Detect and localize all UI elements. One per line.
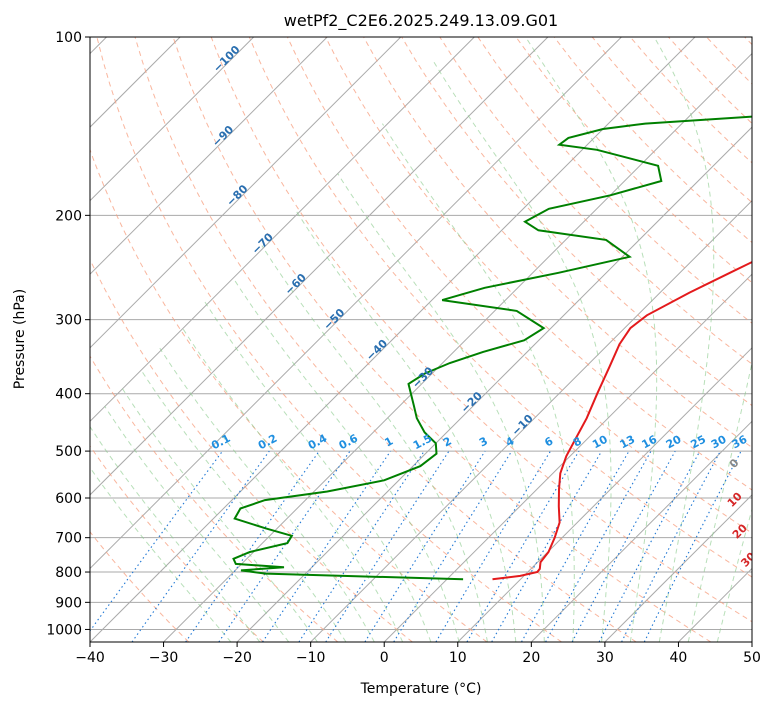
mixing-ratio-line	[132, 451, 269, 642]
mixing-ratio-line	[522, 451, 630, 642]
chart-title: wetPf2_C2E6.2025.249.13.09.G01	[284, 11, 558, 31]
mixing-ratio-label: 20	[664, 433, 684, 452]
x-tick-label: 40	[670, 650, 688, 666]
dry-adiabat-label: −80	[224, 182, 251, 209]
x-tick-label: 50	[743, 650, 761, 666]
moist-adiabat-line	[86, 421, 260, 642]
mixing-ratio-label: 1	[382, 434, 395, 449]
mixing-ratio-label: 6	[542, 434, 555, 449]
isotherm-line	[752, 37, 775, 642]
dry-adiabat-line	[478, 37, 775, 642]
dry-adiabat-label: −40	[364, 337, 391, 364]
dry-adiabat-line	[0, 37, 338, 642]
mixing-ratio-label: 8	[571, 434, 584, 449]
moist-adiabat-line	[141, 370, 346, 642]
y-tick-label: 400	[55, 387, 82, 403]
dry-adiabat-label: −60	[282, 271, 309, 298]
mixing-ratio-label: 25	[688, 433, 708, 452]
y-tick-label: 700	[55, 531, 82, 547]
dry-adiabat-line	[21, 37, 413, 642]
moist-adiabat-label: 10	[725, 490, 745, 510]
isotherm-line	[90, 37, 695, 642]
moist-adiabat-label: 20	[730, 521, 750, 541]
mixing-ratio-label: 3	[477, 434, 490, 449]
mixing-ratio-line	[82, 451, 223, 642]
y-axis-label: Pressure (hPa)	[12, 289, 28, 389]
moist-adiabat-label: 40	[754, 578, 774, 598]
y-tick-label: 1000	[46, 622, 82, 638]
x-tick-label: 30	[596, 650, 614, 666]
moist-adiabat-line	[205, 302, 431, 642]
dry-adiabat-line	[135, 37, 636, 642]
moist-adiabat-line	[654, 37, 714, 642]
moist-adiabat-line	[262, 246, 488, 642]
y-tick-label: 300	[55, 313, 82, 329]
mixing-ratio-label: 13	[618, 433, 638, 452]
moist-adiabat-label: 0	[727, 456, 742, 471]
dry-adiabat-line	[668, 37, 775, 642]
background-lines	[0, 37, 775, 642]
y-tick-label: 100	[55, 30, 82, 46]
y-tick-label: 800	[55, 565, 82, 581]
mixing-ratio-label: 0.4	[306, 432, 330, 453]
isotherm-line	[16, 37, 621, 642]
dry-adiabat-label: −10	[509, 412, 536, 439]
x-tick-label: −30	[149, 650, 179, 666]
x-tick-label: −40	[75, 650, 105, 666]
x-tick-label: 20	[522, 650, 540, 666]
mixing-ratio-label: 30	[709, 433, 729, 452]
mixing-ratio-line	[394, 451, 512, 642]
mixing-ratio-line	[644, 451, 741, 642]
y-tick-label: 200	[55, 208, 82, 224]
moist-adiabat-line	[526, 37, 657, 642]
y-tick-label: 600	[55, 491, 82, 507]
x-tick-label: 0	[380, 650, 389, 666]
isotherm-line	[531, 37, 775, 642]
x-tick-label: 10	[449, 650, 467, 666]
mixing-ratio-label: 1.5	[411, 432, 434, 453]
plot-frame	[90, 37, 752, 642]
dry-adiabat-line	[630, 37, 775, 642]
mixing-ratio-line	[599, 451, 700, 642]
dry-adiabat-label: −90	[210, 123, 237, 150]
mixing-ratio-label: 0.1	[209, 432, 232, 453]
x-tick-label: −10	[296, 650, 326, 666]
dry-adiabat-line	[59, 37, 487, 642]
isotherm-line	[237, 37, 775, 642]
dry-adiabat-line	[554, 37, 775, 642]
mixing-ratio-line	[572, 451, 675, 642]
x-tick-label: −20	[222, 650, 252, 666]
moist-adiabat-line	[183, 328, 403, 642]
y-tick-label: 900	[55, 595, 82, 611]
moist-adiabat-line	[688, 37, 775, 642]
x-axis-label: Temperature (°C)	[360, 681, 482, 697]
mixing-ratio-label: 10	[590, 433, 610, 452]
moist-adiabat-line	[717, 37, 775, 642]
y-tick-label: 500	[55, 444, 82, 460]
mixing-ratio-line	[299, 451, 424, 642]
isotherm-line	[678, 37, 775, 642]
isotherm-line	[0, 37, 254, 642]
isotherm-line	[384, 37, 775, 642]
dry-adiabat-label: −70	[249, 230, 276, 257]
dry-adiabat-line	[211, 37, 775, 642]
dry-adiabat-label: −30	[410, 364, 437, 391]
dry-adiabat-line	[0, 37, 189, 642]
mixing-ratio-label: 16	[640, 433, 660, 452]
moist-adiabat-label: 30	[738, 549, 758, 569]
isotherm-line	[0, 37, 401, 642]
moist-adiabat-line	[160, 348, 374, 642]
